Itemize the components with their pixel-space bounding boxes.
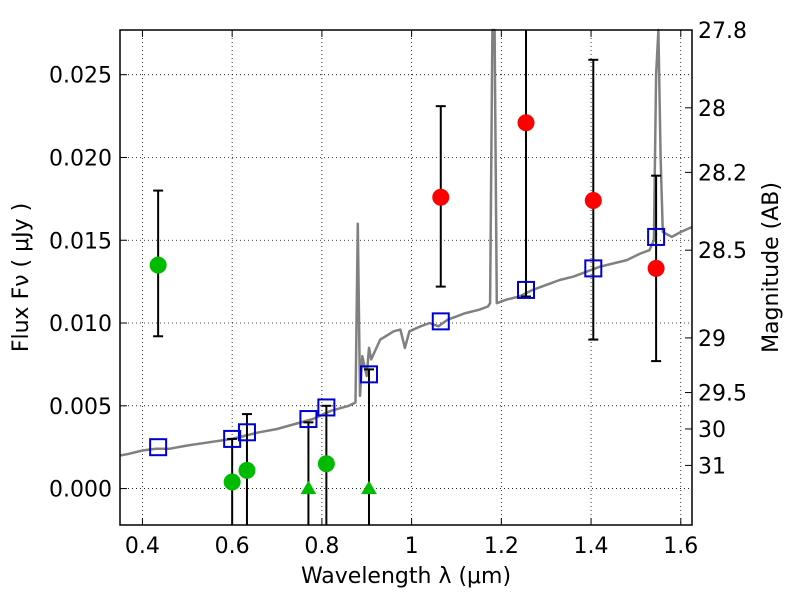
sed-curve-group — [119, 28, 693, 457]
observed-flux-point — [223, 473, 241, 491]
observed-flux-point — [238, 461, 256, 479]
model-boxes-group — [149, 227, 666, 457]
model-flux-box — [431, 312, 450, 331]
model-flux-box — [317, 398, 336, 417]
axis-ticks: 0.4 0.6 0.8 1 1.2 1.4 1.6 0.000 0.005 0.010 0.015 0… — [49, 19, 747, 559]
right-tick-label: 27.8 — [698, 19, 747, 44]
observed-flux-point — [432, 188, 450, 206]
upper-limit-triangle — [300, 480, 317, 495]
x-axis-label: Wavelength λ (μm) — [301, 564, 511, 589]
right-tick-label: 28.5 — [698, 239, 747, 264]
y-tick-label: 0.005 — [49, 395, 112, 420]
model-flux-box — [517, 280, 536, 299]
plot-frame — [119, 29, 693, 526]
right-tick-label: 31 — [698, 454, 726, 479]
error-bars-group — [153, 30, 662, 525]
right-tick-label: 28 — [698, 97, 726, 122]
observed-flux-point — [517, 114, 535, 132]
model-flux-box — [647, 227, 666, 246]
x-tick-label: 1.6 — [663, 534, 698, 559]
x-tick-label: 0.6 — [215, 534, 250, 559]
x-tick-label: 1.2 — [484, 534, 519, 559]
x-tick-label: 1 — [405, 534, 419, 559]
observed-flux-point — [317, 455, 335, 473]
model-flux-box — [223, 429, 242, 448]
x-tick-label: 0.4 — [125, 534, 160, 559]
right-axis-label: Magnitude (AB) — [759, 182, 784, 353]
observed-points-group — [149, 114, 665, 495]
model-flux-box — [237, 423, 256, 442]
y-tick-label: 0.020 — [49, 146, 112, 171]
y-axis-label: Flux Fν ( μJy ) — [9, 203, 34, 352]
x-tick-label: 0.8 — [304, 534, 339, 559]
model-flux-box — [584, 259, 603, 278]
right-tick-label: 29 — [698, 327, 726, 352]
y-tick-label: 0.000 — [49, 478, 112, 503]
y-tick-label: 0.010 — [49, 312, 112, 337]
y-tick-label: 0.025 — [49, 64, 112, 89]
grid-lines — [120, 30, 692, 525]
observed-flux-point — [149, 256, 167, 274]
right-tick-label: 29.5 — [698, 382, 747, 407]
model-flux-box — [149, 438, 168, 457]
model-flux-box — [359, 365, 378, 384]
y-tick-label: 0.015 — [49, 229, 112, 254]
observed-flux-point — [584, 192, 602, 210]
right-tick-label: 28.2 — [698, 161, 747, 186]
right-tick-label: 30 — [698, 418, 726, 443]
observed-flux-point — [647, 259, 665, 277]
upper-limit-triangle — [361, 480, 377, 495]
model-flux-box — [299, 410, 318, 429]
x-tick-label: 1.4 — [574, 534, 609, 559]
sed-model-curve — [119, 28, 693, 457]
